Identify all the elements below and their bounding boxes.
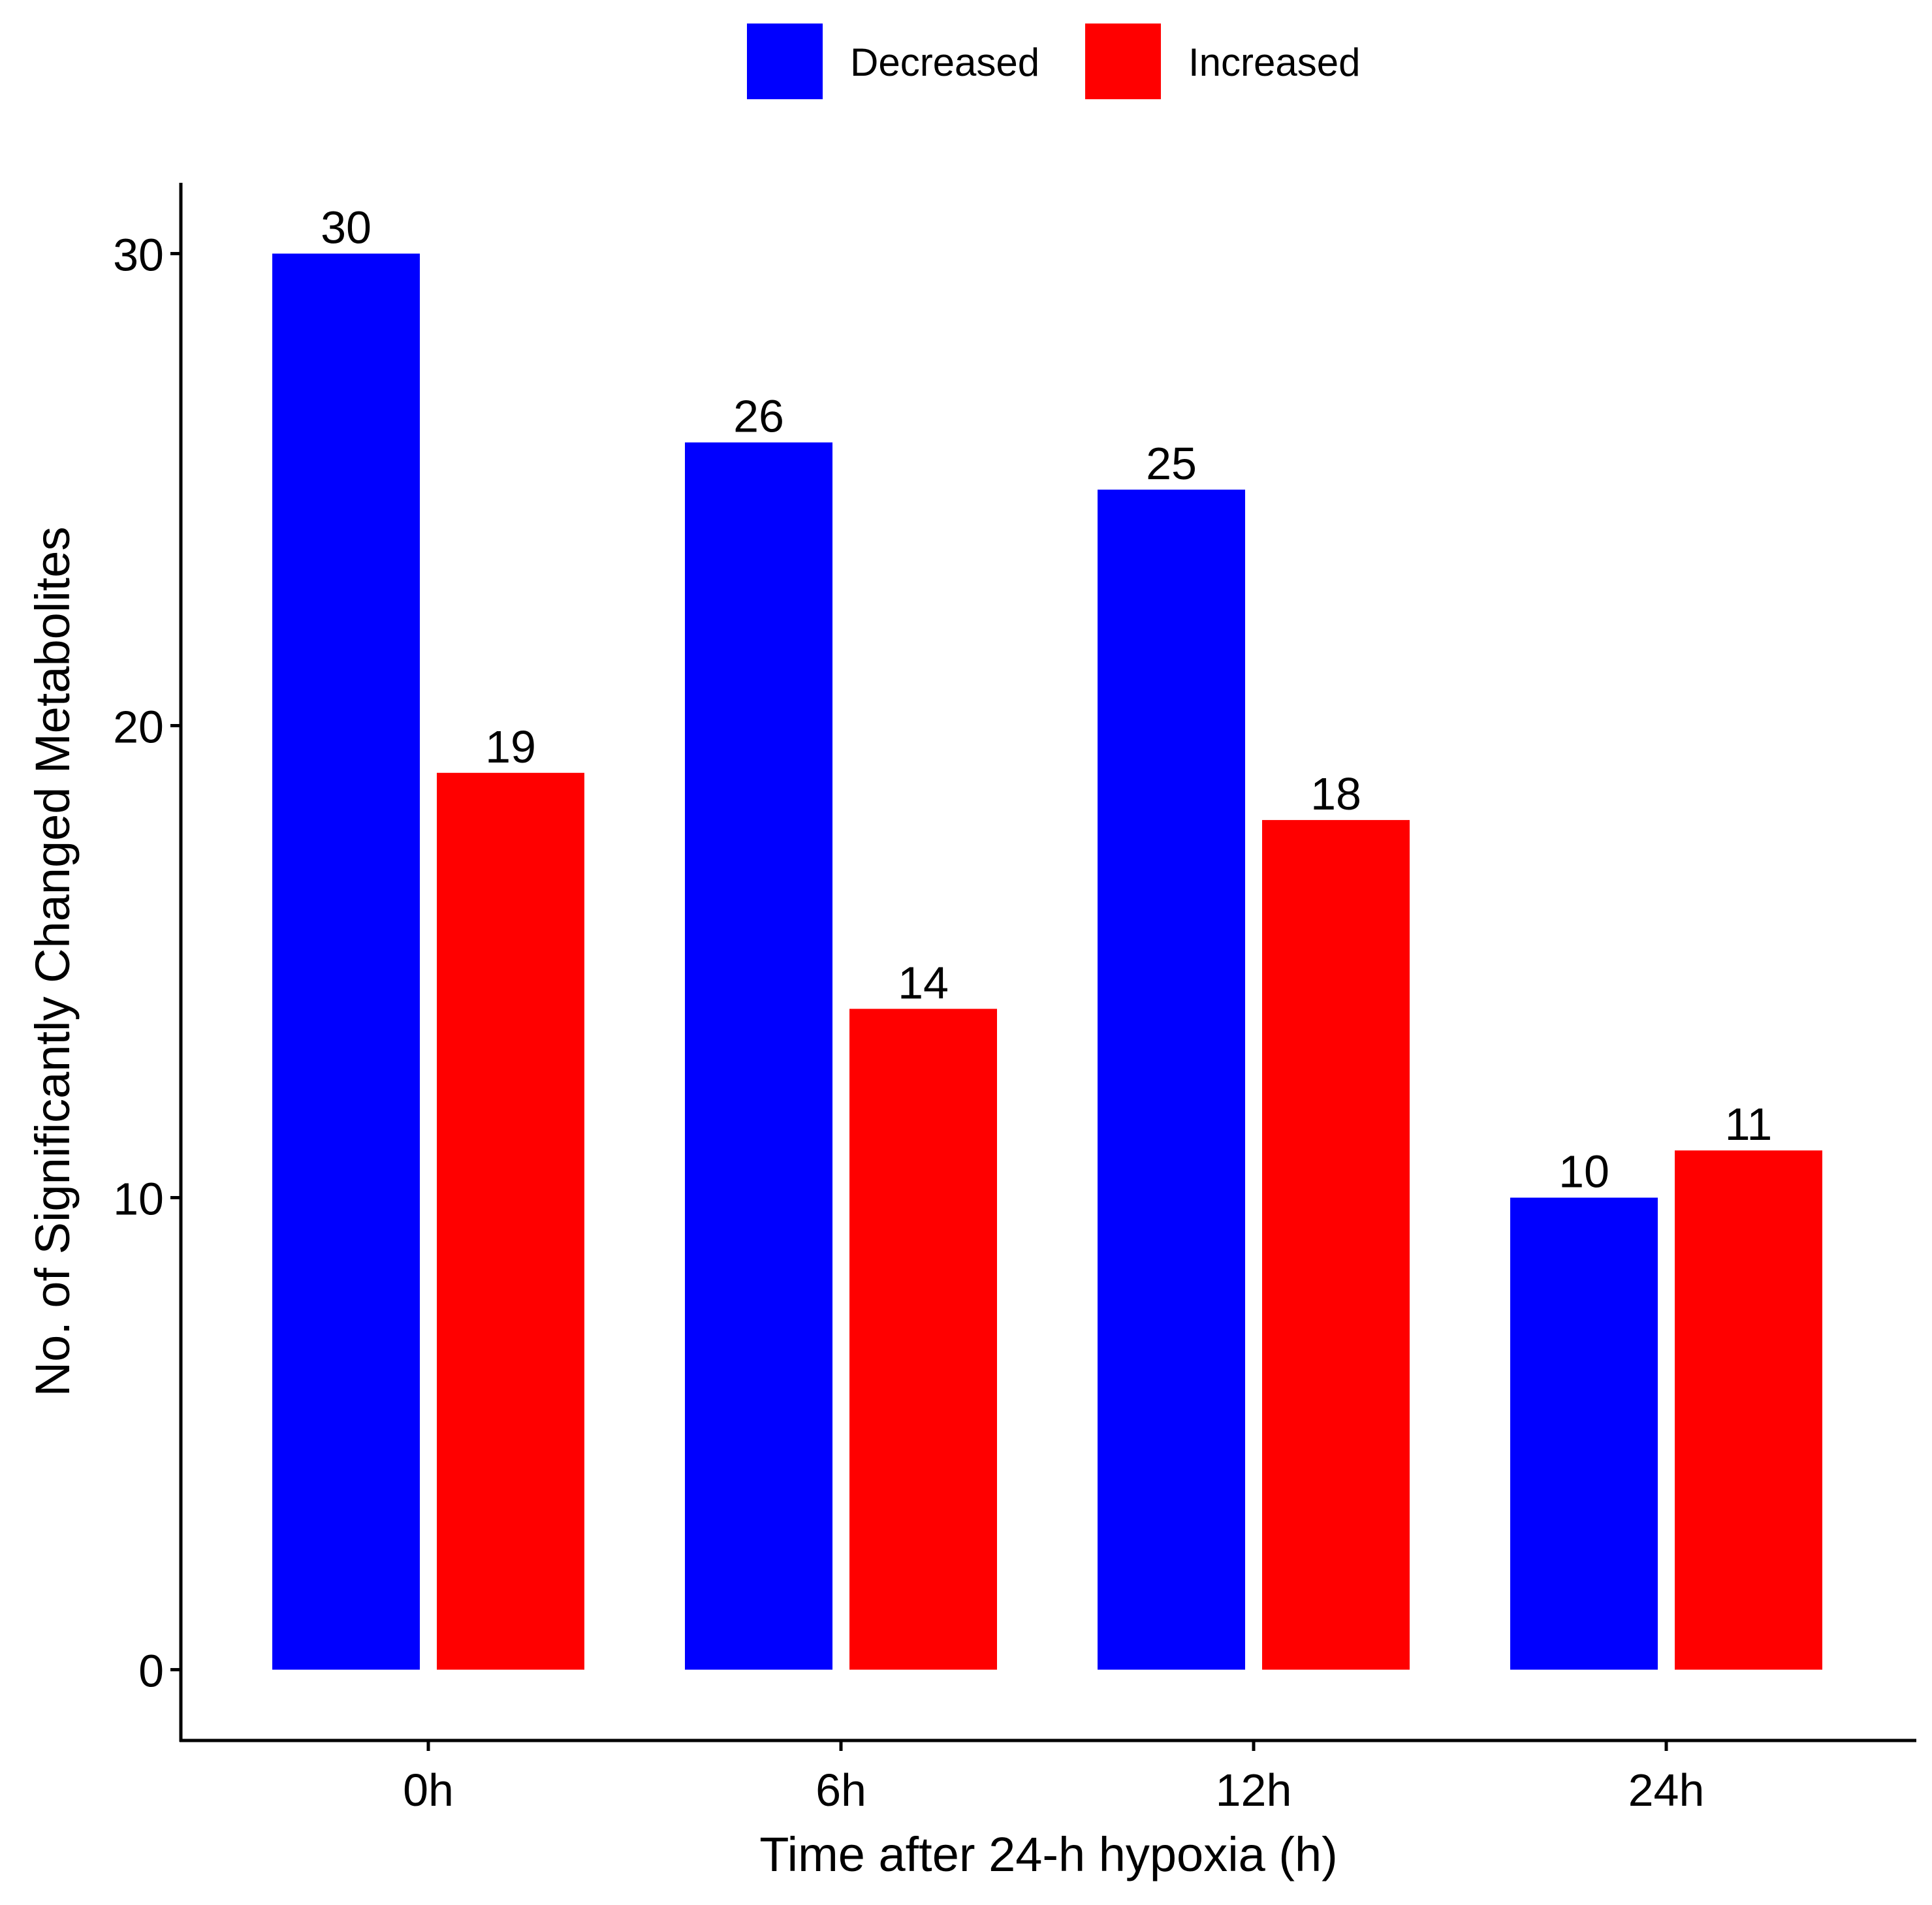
- data-label: 30: [321, 202, 372, 253]
- data-label: 26: [733, 391, 784, 442]
- legend-key-increased: [1085, 24, 1161, 99]
- bar-increased-6h: [849, 1009, 997, 1670]
- x-tick-label: 6h: [816, 1765, 866, 1816]
- legend-label-increased: Increased: [1188, 40, 1361, 84]
- bar-decreased-0h: [272, 253, 420, 1670]
- bar-decreased-12h: [1098, 489, 1245, 1670]
- data-labels: 30 19 26 14 25 18 10 11: [321, 202, 1772, 1197]
- data-label: 18: [1310, 768, 1361, 819]
- data-label: 25: [1146, 438, 1197, 489]
- y-tick-label: 10: [113, 1174, 164, 1225]
- y-axis-ticks: 0 10 20 30: [113, 229, 181, 1697]
- legend: Decreased Increased: [747, 24, 1361, 99]
- x-tick-label: 12h: [1216, 1765, 1292, 1816]
- y-tick-label: 0: [138, 1646, 164, 1697]
- x-tick-label: 24h: [1628, 1765, 1705, 1816]
- y-axis-title: No. of Significantly Changed Metabolites: [25, 527, 80, 1397]
- bars: [272, 253, 1822, 1670]
- data-label: 10: [1559, 1146, 1609, 1197]
- bar-decreased-6h: [685, 442, 832, 1670]
- y-tick-label: 20: [113, 701, 164, 752]
- data-label: 19: [485, 721, 536, 772]
- data-label: 14: [898, 957, 949, 1008]
- legend-label-decreased: Decreased: [850, 40, 1039, 84]
- axes: [179, 183, 1916, 1742]
- x-axis-title: Time after 24-h hypoxia (h): [759, 1827, 1338, 1881]
- bar-increased-24h: [1675, 1150, 1822, 1670]
- y-tick-label: 30: [113, 229, 164, 280]
- x-tick-label: 0h: [403, 1765, 454, 1816]
- bar-decreased-24h: [1510, 1197, 1658, 1670]
- data-label: 11: [1725, 1099, 1773, 1150]
- x-axis-ticks: 0h 6h 12h 24h: [403, 1740, 1704, 1816]
- legend-key-decreased: [747, 24, 823, 99]
- bar-increased-0h: [437, 772, 584, 1670]
- bar-increased-12h: [1262, 820, 1410, 1670]
